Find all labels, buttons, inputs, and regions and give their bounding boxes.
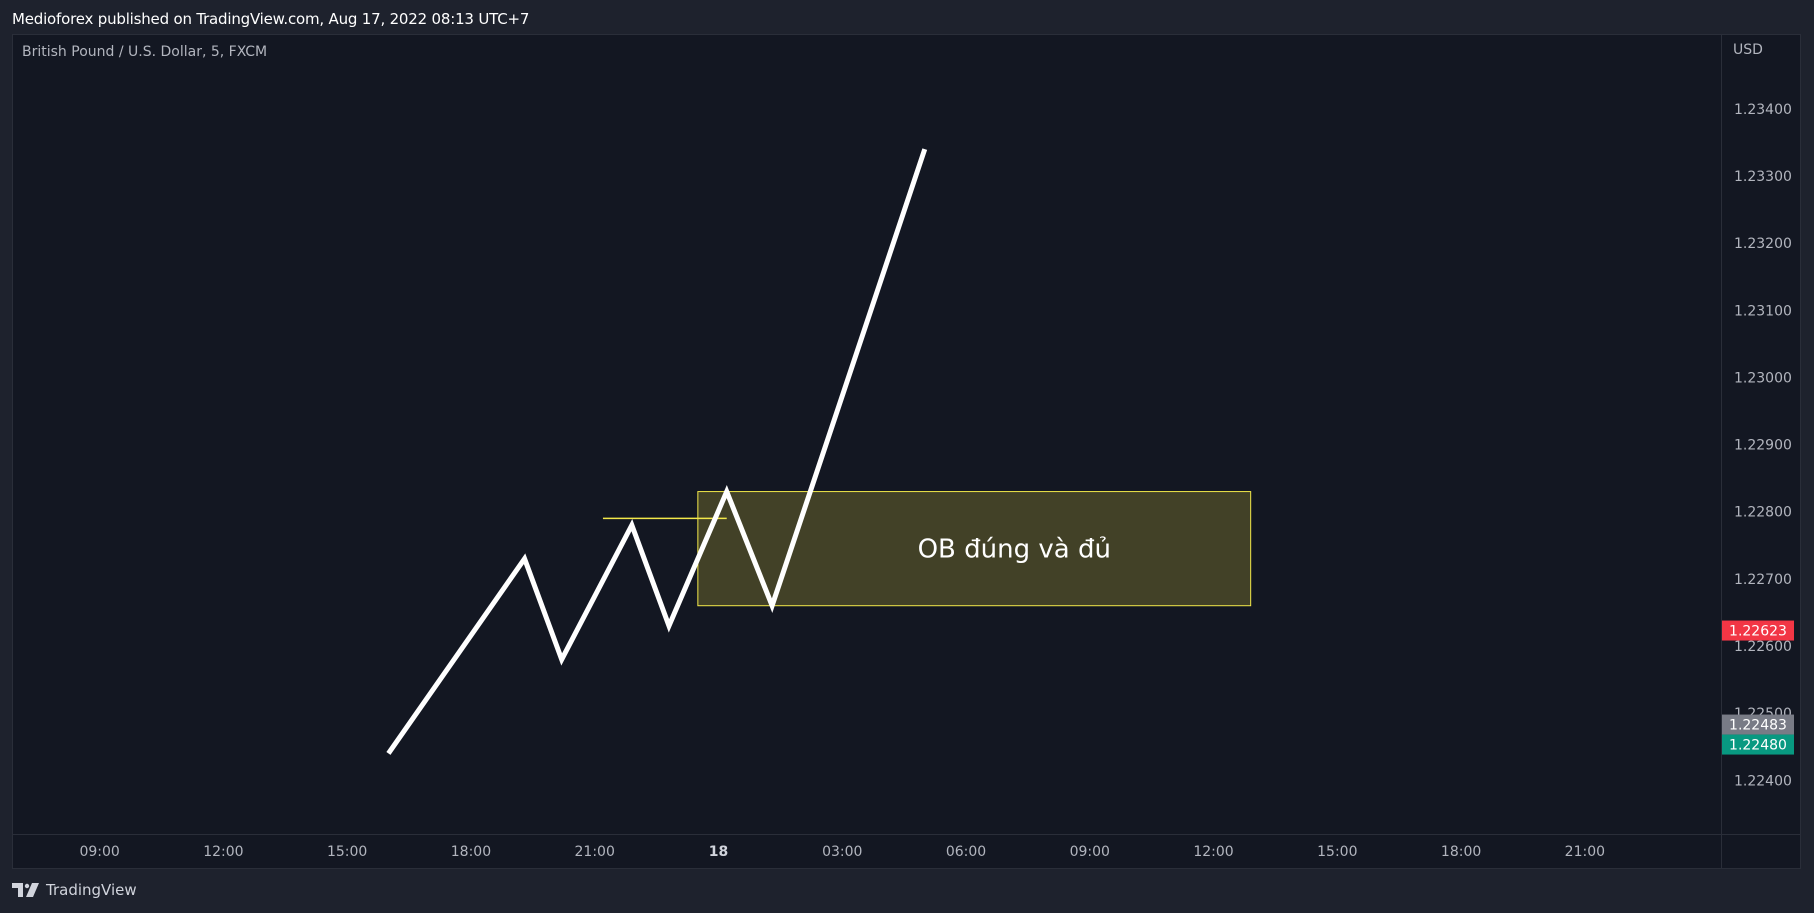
chart-pane[interactable] bbox=[12, 34, 1801, 869]
y-tick-label: 1.22700 bbox=[1734, 572, 1792, 588]
footer-brand-text: TradingView bbox=[46, 881, 137, 899]
x-tick-label: 09:00 bbox=[1070, 844, 1110, 860]
time-axis-divider bbox=[13, 834, 1800, 835]
x-tick-label: 15:00 bbox=[1317, 844, 1357, 860]
x-tick-label: 12:00 bbox=[1193, 844, 1233, 860]
y-tick-label: 1.22800 bbox=[1734, 505, 1792, 521]
publish-info: Medioforex published on TradingView.com,… bbox=[12, 10, 530, 28]
x-tick-label: 09:00 bbox=[79, 844, 119, 860]
y-tick-label: 1.23000 bbox=[1734, 370, 1792, 386]
x-tick-label: 15:00 bbox=[327, 844, 367, 860]
price-label: 1.22623 bbox=[1729, 624, 1787, 640]
price-path-line bbox=[386, 148, 928, 755]
currency-label[interactable]: USD bbox=[1733, 42, 1763, 58]
x-tick-label: 21:00 bbox=[575, 844, 615, 860]
x-tick-label: 06:00 bbox=[946, 844, 986, 860]
y-tick-label: 1.23400 bbox=[1734, 102, 1792, 118]
price-label: 1.22480 bbox=[1729, 738, 1787, 754]
price-label-bg bbox=[1722, 714, 1794, 735]
price-axis-divider bbox=[1721, 35, 1722, 868]
x-tick-label: 18:00 bbox=[1441, 844, 1481, 860]
y-tick-label: 1.22900 bbox=[1734, 438, 1792, 454]
symbol-legend[interactable]: British Pound / U.S. Dollar, 5, FXCM bbox=[22, 44, 268, 60]
x-tick-label: 21:00 bbox=[1565, 844, 1605, 860]
price-label-bg bbox=[1722, 620, 1794, 641]
footer-brand[interactable]: TradingView bbox=[12, 881, 137, 899]
y-tick-label: 1.22400 bbox=[1734, 773, 1792, 789]
x-tick-label: 03:00 bbox=[822, 844, 862, 860]
price-label-bg bbox=[1722, 734, 1794, 755]
y-tick-label: 1.22600 bbox=[1734, 639, 1792, 655]
tradingview-logo-icon bbox=[12, 883, 39, 897]
x-tick-label: 12:00 bbox=[203, 844, 243, 860]
y-tick-label: 1.23300 bbox=[1734, 169, 1792, 185]
x-tick-label: 18 bbox=[709, 844, 728, 860]
price-label: 1.22483 bbox=[1729, 718, 1787, 734]
y-tick-label: 1.23200 bbox=[1734, 236, 1792, 252]
x-tick-label: 18:00 bbox=[451, 844, 491, 860]
zone-label: OB đúng và đủ bbox=[918, 535, 1111, 565]
y-tick-label: 1.23100 bbox=[1734, 303, 1792, 319]
